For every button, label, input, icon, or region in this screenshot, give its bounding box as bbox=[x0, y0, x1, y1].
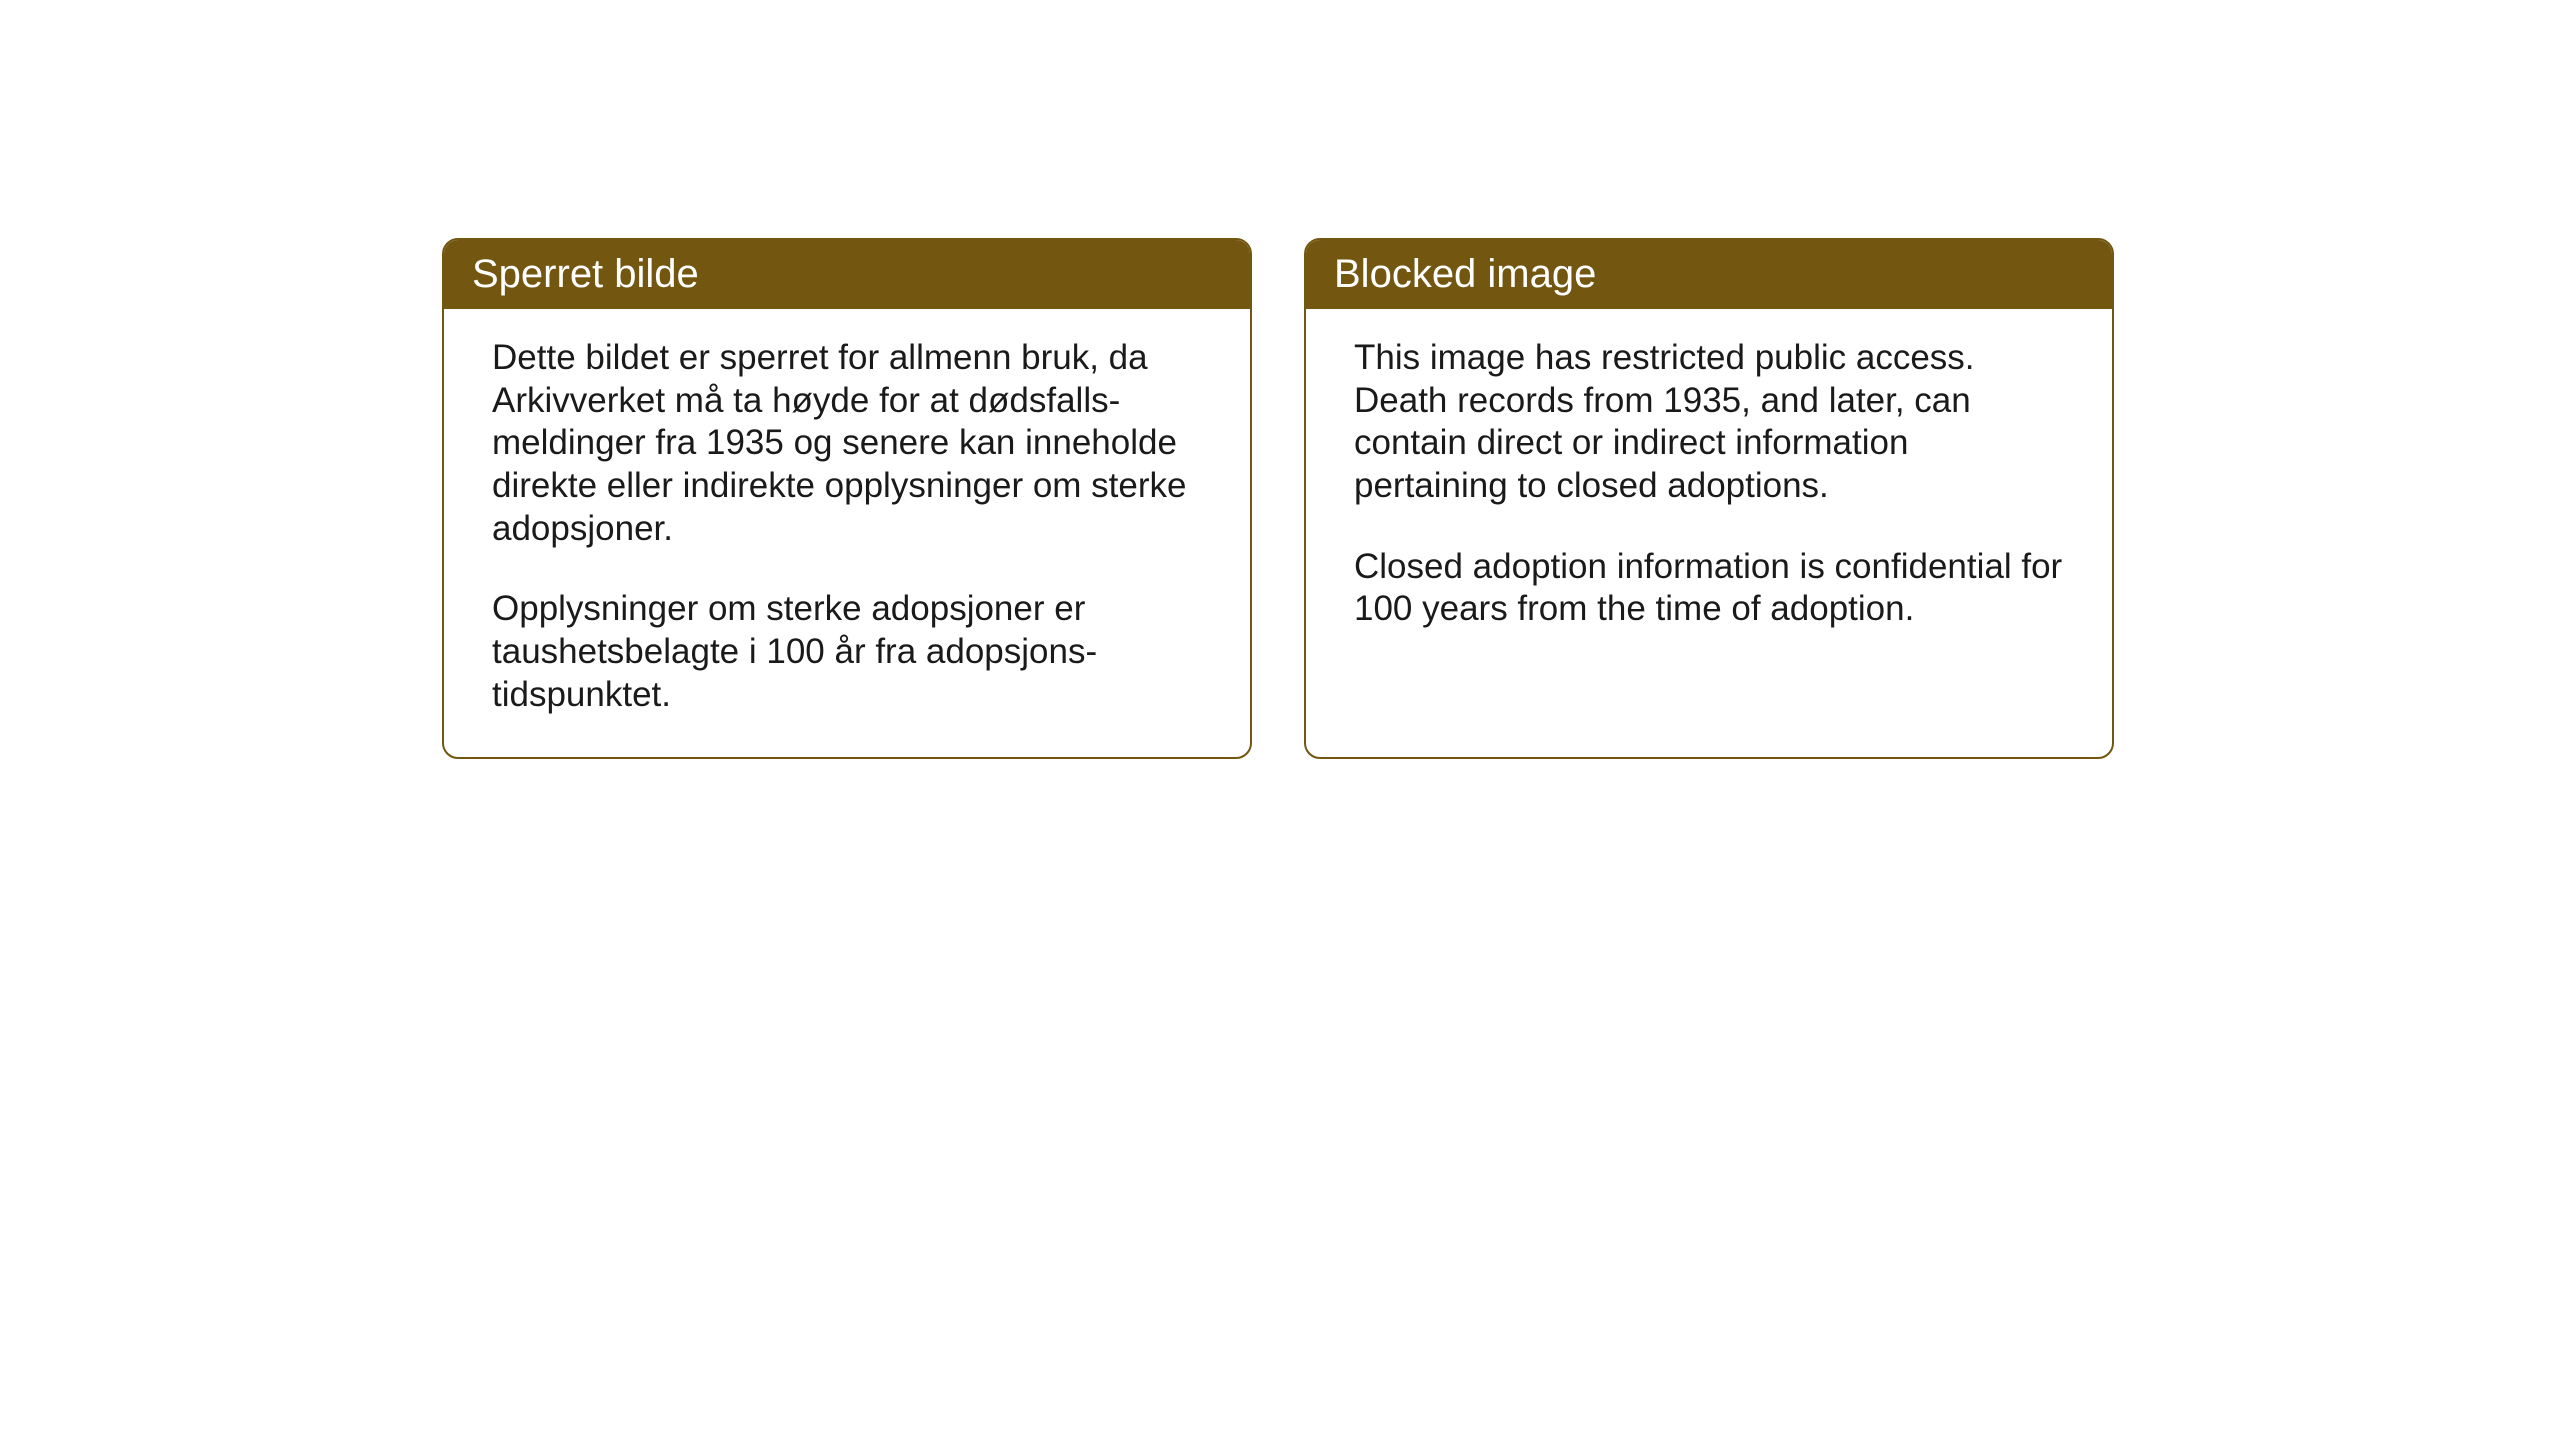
card-header-norwegian: Sperret bilde bbox=[444, 240, 1250, 309]
card-title-english: Blocked image bbox=[1334, 252, 1596, 296]
notice-card-norwegian: Sperret bilde Dette bildet er sperret fo… bbox=[442, 238, 1252, 759]
card-paragraph-1-english: This image has restricted public access.… bbox=[1354, 337, 2064, 508]
card-title-norwegian: Sperret bilde bbox=[472, 252, 699, 296]
card-paragraph-2-norwegian: Opplysninger om sterke adopsjoner er tau… bbox=[492, 588, 1202, 716]
card-paragraph-1-norwegian: Dette bildet er sperret for allmenn bruk… bbox=[492, 337, 1202, 550]
card-paragraph-2-english: Closed adoption information is confident… bbox=[1354, 546, 2064, 631]
card-body-norwegian: Dette bildet er sperret for allmenn bruk… bbox=[444, 309, 1250, 757]
notice-container: Sperret bilde Dette bildet er sperret fo… bbox=[442, 238, 2114, 759]
card-body-english: This image has restricted public access.… bbox=[1306, 309, 2112, 671]
card-header-english: Blocked image bbox=[1306, 240, 2112, 309]
notice-card-english: Blocked image This image has restricted … bbox=[1304, 238, 2114, 759]
